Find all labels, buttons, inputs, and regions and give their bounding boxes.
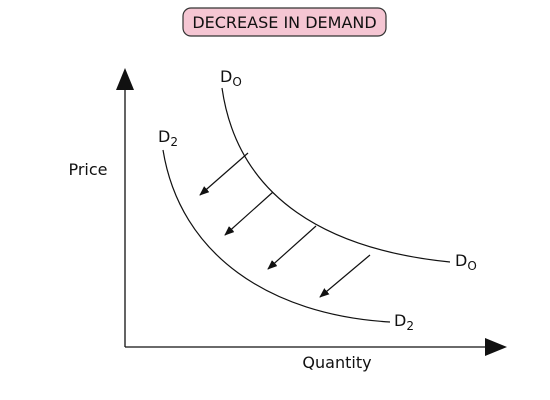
shift-arrow: [267, 225, 317, 270]
curve-label-sub: 2: [406, 319, 414, 333]
curve-label-main: D: [394, 311, 406, 330]
curve-label: DO: [220, 67, 242, 89]
curve-label-main: D: [220, 67, 232, 86]
shift-arrow: [224, 191, 274, 236]
x-axis-label: Quantity: [302, 353, 371, 372]
curve-label-sub: O: [467, 259, 476, 273]
curve-label-sub: O: [232, 75, 241, 89]
curve-label-sub: 2: [170, 135, 178, 149]
shift-arrow: [319, 254, 371, 298]
demand-curve-original: [221, 87, 451, 263]
demand-curve-new: [162, 149, 391, 323]
y-axis-arrow: [116, 68, 134, 90]
curve-label-main: D: [158, 127, 170, 146]
title-box: [182, 7, 387, 37]
curve-label: D2: [158, 127, 178, 149]
title: DECREASE IN DEMAND: [192, 13, 376, 32]
curve-label: DO: [455, 251, 477, 273]
curve-label-main: D: [455, 251, 467, 270]
shift-arrow: [199, 152, 249, 196]
x-axis-arrow: [485, 338, 507, 356]
y-axis-label: Price: [68, 160, 107, 179]
curve-label: D2: [394, 311, 414, 333]
